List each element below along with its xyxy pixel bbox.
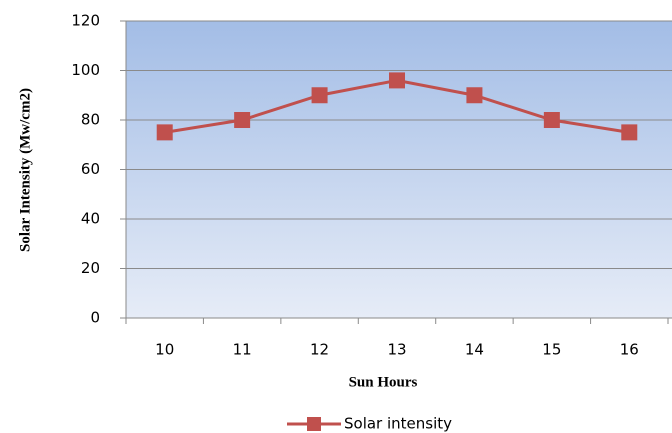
y-tick-label: 0 — [90, 309, 100, 327]
marker — [621, 124, 638, 141]
x-tick-label: 14 — [465, 341, 484, 359]
x-axis-label: Sun Hours — [349, 374, 418, 390]
legend-label: Solar intensity — [344, 415, 452, 433]
marker — [389, 72, 405, 89]
marker — [311, 87, 328, 104]
marker — [234, 112, 251, 128]
y-tick-label: 80 — [81, 111, 100, 129]
y-tick-label: 100 — [71, 61, 100, 79]
y-tick-label: 20 — [81, 259, 100, 277]
x-tick-label: 10 — [155, 341, 174, 359]
y-tick-label: 60 — [81, 160, 100, 178]
x-tick-label: 12 — [310, 341, 329, 359]
marker — [543, 112, 560, 128]
y-tick-label: 120 — [71, 12, 100, 30]
x-tick-label: 11 — [233, 341, 252, 359]
marker — [466, 87, 483, 104]
x-tick-label: 15 — [542, 341, 561, 359]
y-axis-label: Solar Intensity (Mw/cm2) — [17, 88, 33, 252]
y-tick-label: 40 — [81, 210, 100, 228]
x-tick-label: 16 — [620, 341, 639, 359]
legend-marker — [307, 417, 321, 431]
x-tick-label: 13 — [387, 341, 406, 359]
marker — [156, 124, 173, 141]
